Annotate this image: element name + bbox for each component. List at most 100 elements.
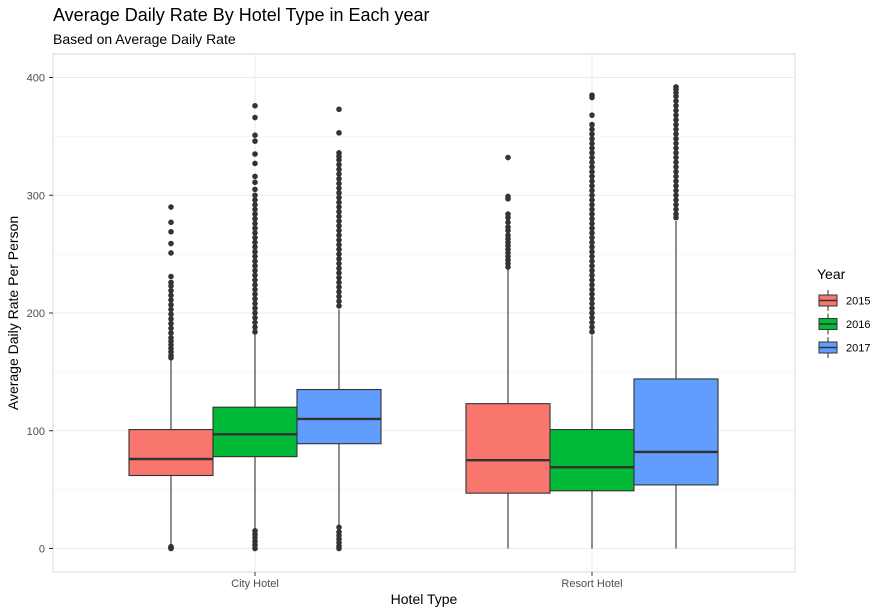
legend-item-2017: 2017 — [818, 337, 870, 358]
outlier-point — [589, 263, 595, 269]
outlier-point — [252, 216, 258, 222]
y-tick-label: 100 — [27, 426, 45, 438]
outlier-point — [168, 250, 174, 256]
outlier-point — [336, 237, 342, 243]
outlier-point — [589, 300, 595, 307]
outlier-point — [589, 258, 595, 264]
outlier-point — [673, 93, 679, 100]
outlier-point — [589, 234, 595, 241]
legend-item-2015: 2015 — [818, 290, 870, 311]
outlier-point — [673, 150, 679, 156]
outlier-point — [168, 240, 174, 247]
outlier-point — [252, 179, 258, 186]
outlier-point — [589, 183, 595, 189]
outlier-point — [589, 150, 595, 156]
outlier-point — [336, 293, 342, 300]
outlier-point — [252, 230, 258, 236]
outlier-point — [589, 305, 595, 312]
box-body — [212, 406, 298, 458]
outlier-point — [673, 121, 679, 128]
box-body — [633, 378, 719, 486]
outlier-point — [336, 289, 342, 295]
legend-title: Year — [817, 266, 846, 282]
outlier-point — [673, 206, 679, 213]
outlier-point — [673, 154, 679, 161]
outlier-point — [168, 320, 174, 327]
outlier-point — [589, 329, 595, 335]
outlier-point — [252, 206, 258, 213]
outlier-point — [336, 256, 342, 262]
outlier-point — [589, 230, 595, 236]
outlier-point — [589, 159, 595, 166]
outlier-point — [252, 173, 258, 180]
outlier-point — [252, 132, 258, 138]
y-axis-ticks: 0 100 200 300 400 — [27, 73, 53, 556]
outlier-point — [168, 316, 174, 322]
outlier-point — [336, 157, 342, 163]
outlier-point — [589, 216, 595, 222]
outlier-point — [252, 211, 258, 217]
outlier-point — [589, 192, 595, 199]
outlier-point — [336, 130, 342, 136]
outlier-point — [336, 227, 342, 234]
box-body — [465, 403, 551, 494]
outlier-point — [252, 186, 258, 193]
outlier-point — [252, 234, 258, 241]
outlier-point — [673, 131, 679, 137]
outlier-point — [252, 220, 258, 227]
outlier-point — [589, 187, 595, 194]
outlier-point — [168, 273, 174, 280]
outlier-point — [589, 178, 595, 184]
outlier-point — [589, 126, 595, 133]
outlier-point — [252, 300, 258, 307]
y-axis-title: Average Daily Rate Per Person — [5, 216, 21, 410]
outlier-point — [589, 173, 595, 180]
outlier-point — [589, 244, 595, 250]
outlier-point — [252, 258, 258, 264]
x-tick-label: Resort Hotel — [561, 578, 622, 590]
outlier-point — [589, 94, 595, 101]
outlier-point — [168, 306, 174, 313]
outlier-point — [589, 140, 595, 147]
outlier-point — [168, 287, 174, 294]
outlier-point — [589, 324, 595, 330]
outlier-point — [168, 330, 174, 336]
outlier-point — [673, 117, 679, 123]
outlier-point — [168, 325, 174, 332]
outlier-point — [336, 279, 342, 286]
box-2015-city-hotel — [128, 204, 214, 552]
boxplot-series — [128, 84, 719, 552]
box-2017-resort-hotel — [633, 84, 719, 549]
outlier-point — [673, 178, 679, 184]
y-tick-label: 0 — [39, 544, 45, 556]
outlier-point — [168, 297, 174, 303]
outlier-point — [252, 291, 258, 297]
y-tick-label: 400 — [27, 73, 45, 85]
outlier-point — [168, 354, 174, 361]
outlier-point — [336, 303, 342, 309]
series-2016 — [212, 92, 635, 552]
legend-item-2016: 2016 — [818, 313, 870, 335]
outlier-point — [252, 114, 258, 121]
outlier-point — [336, 524, 342, 531]
outlier-point — [589, 253, 595, 260]
outlier-point — [589, 135, 595, 142]
outlier-point — [336, 284, 342, 290]
outlier-point — [336, 199, 342, 206]
outlier-point — [252, 138, 258, 144]
outlier-point — [673, 145, 679, 151]
outlier-point — [168, 301, 174, 308]
outlier-point — [673, 173, 679, 180]
outlier-point — [168, 543, 174, 550]
outlier-point — [673, 187, 679, 194]
outlier-point — [252, 225, 258, 232]
outlier-point — [252, 151, 258, 157]
outlier-point — [252, 102, 258, 109]
outlier-point — [589, 168, 595, 175]
outlier-point — [673, 164, 679, 170]
outlier-point — [589, 277, 595, 283]
outlier-point — [252, 192, 258, 199]
outlier-point — [589, 201, 595, 208]
outlier-point — [505, 214, 511, 221]
box-2016-resort-hotel — [549, 92, 635, 549]
